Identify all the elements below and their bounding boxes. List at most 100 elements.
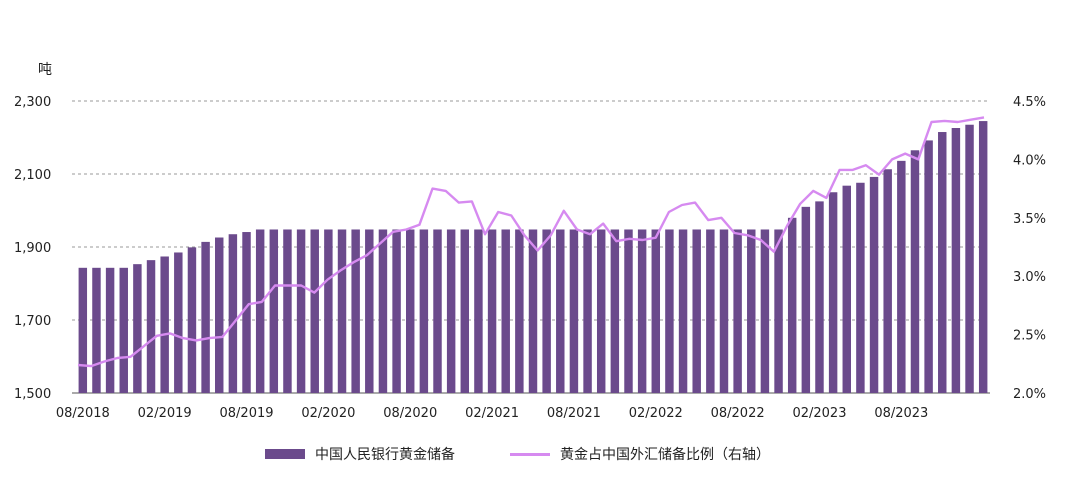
x-tick-label: 08/2021 [547,406,601,421]
legend: 中国人民银行黄金储备 黄金占中国外汇储备比例（右轴） [0,444,1080,468]
x-tick-label: 02/2021 [465,406,519,421]
x-tick-label: 02/2020 [301,406,355,421]
bar [760,229,770,393]
bar [474,229,483,393]
bar [651,229,661,393]
bar [365,229,374,393]
bar [815,201,824,393]
bar [719,229,729,393]
bar [801,206,811,393]
chart: 吨 1,500 1,700 1,900 2,100 2,300 2.0% 2.5% 3.0%… [14,62,1046,421]
bar [706,229,715,393]
bar [965,124,974,393]
bar [446,229,456,393]
bar [78,267,88,393]
x-tick-label: 08/2018 [56,406,110,421]
bar [228,234,238,393]
bar [596,229,606,393]
right-tick-label: 4.5% [1013,95,1046,110]
x-tick-label: 08/2020 [383,406,437,421]
bar [733,229,742,393]
left-tick-label: 1,500 [14,387,51,402]
bar [351,229,360,393]
x-tick-label: 02/2022 [629,406,683,421]
bar [583,229,592,393]
bar [515,229,524,393]
bar [324,229,333,393]
bar [283,229,292,393]
bar [255,229,265,393]
bar [146,260,156,393]
legend-bar-label: 中国人民银行黄金储备 [315,447,455,463]
right-tick-label: 3.0% [1013,270,1046,285]
bar [201,241,210,393]
bar [405,229,415,393]
bars-series [78,121,988,393]
bar [610,229,620,393]
x-tick-label: 08/2023 [874,406,928,421]
bar [774,229,783,393]
bar [269,229,279,393]
bar [487,229,497,393]
left-tick-label: 1,900 [14,241,51,256]
bar [692,229,701,393]
bar [433,229,442,393]
bar [787,217,797,393]
right-tick-label: 2.0% [1013,387,1046,402]
bar [501,229,510,393]
bar [310,229,319,393]
left-tick-label: 2,300 [14,95,51,110]
x-tick-label: 08/2019 [220,406,274,421]
bar [869,176,879,393]
bar [296,229,306,393]
bar [910,150,920,393]
line-series [77,116,985,368]
bar [215,237,224,393]
bar [842,185,851,393]
legend-item-bar: 中国人民银行黄金储备 [265,444,455,464]
bar [187,247,197,393]
bar [951,128,961,393]
legend-bar-swatch [265,449,305,459]
legend-line-swatch [510,452,550,456]
bar [378,229,388,393]
x-tick-label: 02/2023 [792,406,846,421]
bar [542,229,551,393]
bar [678,229,688,393]
bar [637,229,647,393]
bar [665,229,674,393]
right-tick-label: 3.5% [1013,212,1046,227]
right-tick-label: 4.0% [1013,153,1046,168]
bar [119,267,128,393]
right-axis-ticks: 2.0% 2.5% 3.0% 3.5% 4.0% 4.5% [1013,95,1046,402]
left-tick-label: 2,100 [14,168,51,183]
bar [133,264,142,393]
bar [828,192,838,393]
x-tick-label: 08/2022 [711,406,765,421]
bar [569,229,579,393]
bar [419,229,429,393]
bar [938,132,947,393]
bar [924,140,933,393]
left-axis-unit: 吨 [38,62,52,78]
bar [242,232,251,393]
legend-item-line: 黄金占中国外汇储备比例（右轴） [510,444,770,464]
left-tick-label: 1,700 [14,314,51,329]
bar [92,267,101,393]
legend-line-label: 黄金占中国外汇储备比例（右轴） [560,447,770,463]
bar [624,229,633,393]
gold-share-line [77,116,985,368]
bar [174,252,183,393]
bar [856,182,865,393]
x-tick-label: 02/2019 [138,406,192,421]
bar [978,121,988,393]
left-axis-ticks: 1,500 1,700 1,900 2,100 2,300 [14,95,51,402]
bar [105,267,115,393]
bar [460,229,470,393]
bar [160,256,169,393]
bar [337,229,347,393]
x-axis-ticks: 08/2018 02/2019 08/2019 02/2020 08/2020 02/20… [56,406,929,421]
right-tick-label: 2.5% [1013,329,1046,344]
bar [897,160,906,393]
bar [883,169,892,393]
